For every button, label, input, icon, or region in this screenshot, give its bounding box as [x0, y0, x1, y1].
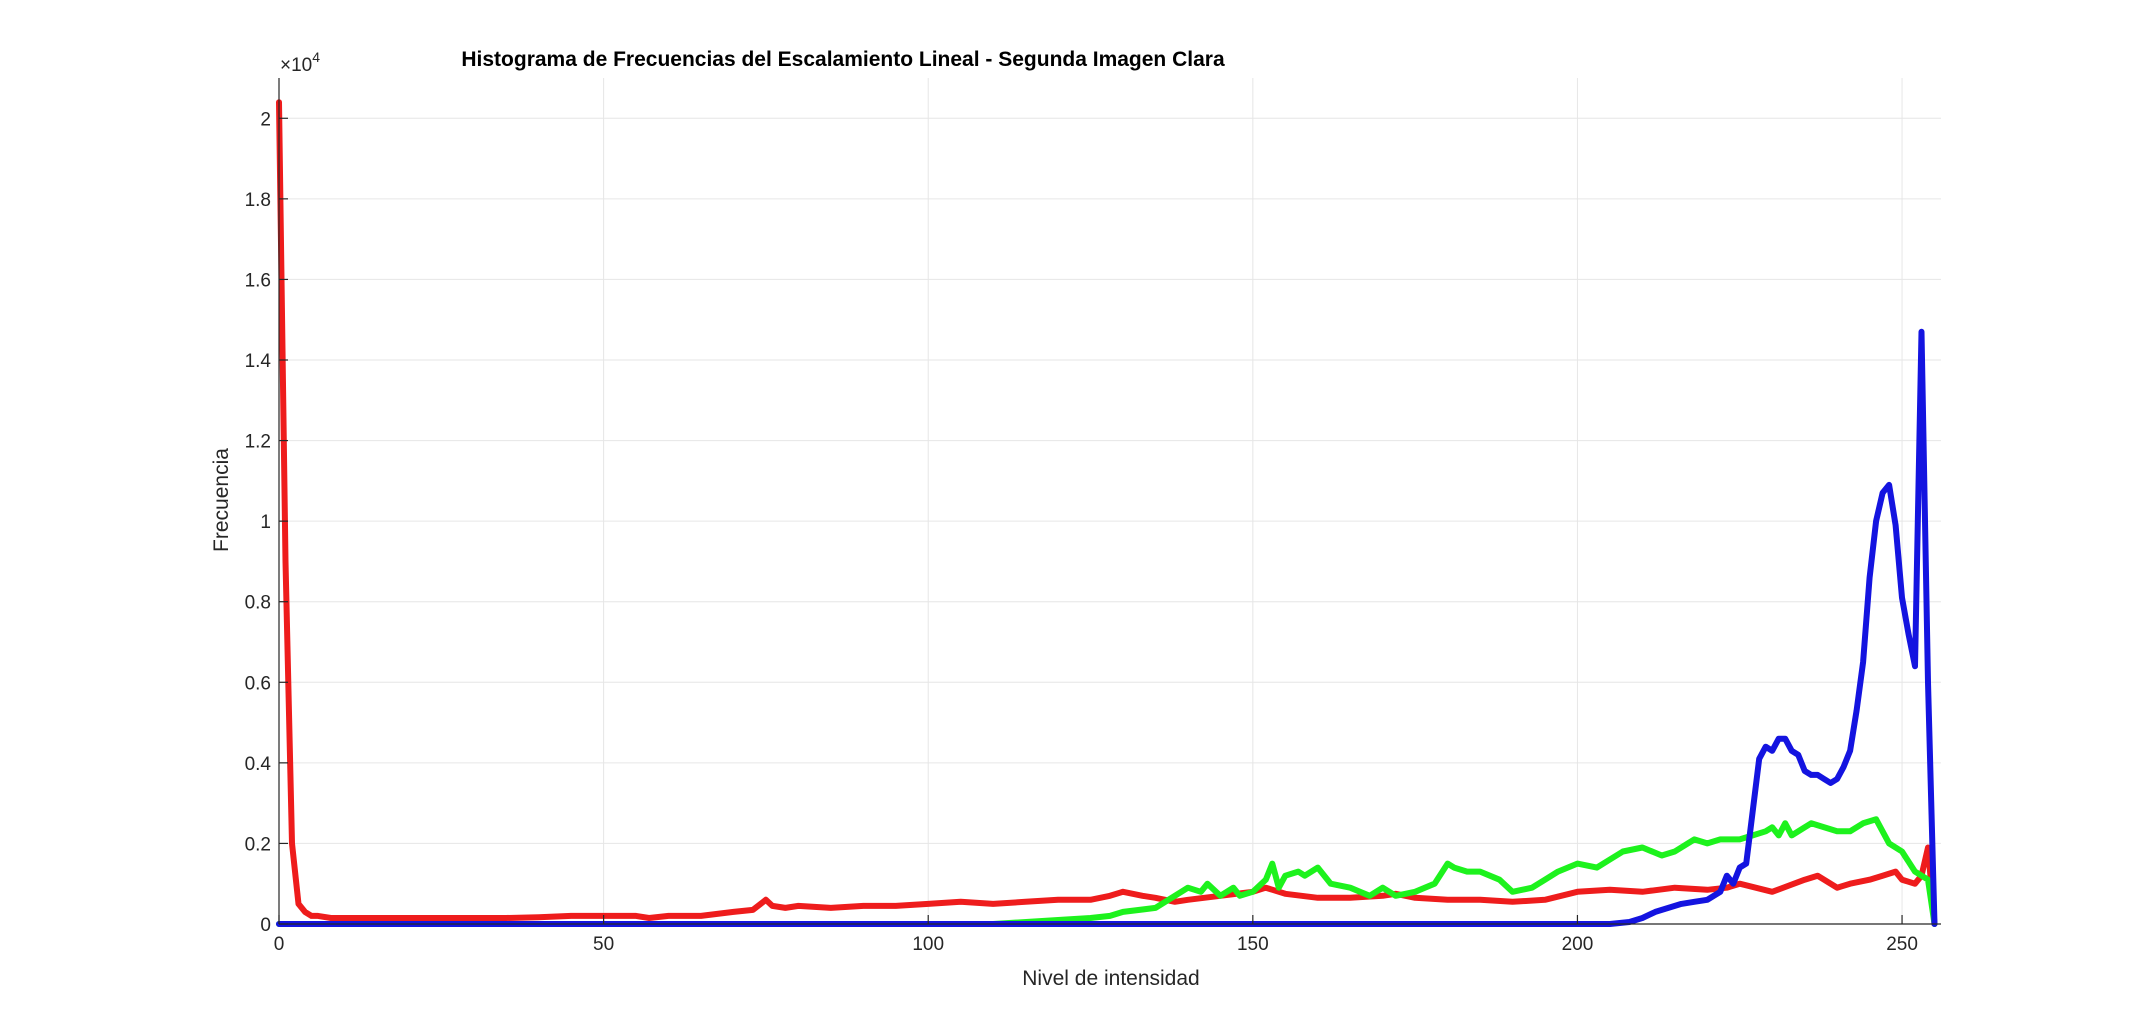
y-tick-label: 1.2 [245, 432, 271, 453]
axis-layer: 0 50 100 150 200 250 0 0.2 0.4 0.6 0.8 1 1.2 1.4 1.6 1.… [245, 78, 1941, 955]
series-line-1 [276, 99, 1938, 927]
x-tick-label: 150 [1237, 934, 1269, 955]
y-tick-label: 1 [260, 512, 271, 533]
x-tick-label: 0 [274, 934, 285, 955]
series-line-3 [276, 328, 1938, 927]
x-tick-label: 200 [1562, 934, 1594, 955]
y-tick-label: 0.8 [245, 593, 271, 614]
y-axis-exponent: ×104 [280, 49, 320, 76]
series-line-2 [276, 816, 1938, 927]
x-tick-label: 250 [1886, 934, 1918, 955]
y-tick-label: 0 [260, 915, 271, 936]
grid-layer [278, 78, 1941, 925]
y-tick-label: 0.2 [245, 834, 271, 855]
y-tick-label: 0.4 [245, 754, 272, 775]
y-tick-label: 1.8 [245, 190, 271, 211]
chart-title: Histograma de Frecuencias del Escalamien… [461, 48, 1225, 71]
y-tick-label: 1.6 [245, 270, 271, 291]
y-tick-label: 0.6 [245, 673, 271, 694]
y-axis-label: Frecuencia [210, 448, 233, 552]
x-tick-label: 50 [593, 934, 614, 955]
exponent-power: 4 [312, 49, 320, 65]
x-tick-label: 100 [912, 934, 944, 955]
series-layer [276, 99, 1938, 927]
x-axis-label: Nivel de intensidad [1022, 967, 1199, 990]
exponent-base: ×10 [280, 55, 312, 76]
y-tick-label: 1.4 [245, 351, 272, 372]
y-tick-label: 2 [260, 109, 271, 130]
